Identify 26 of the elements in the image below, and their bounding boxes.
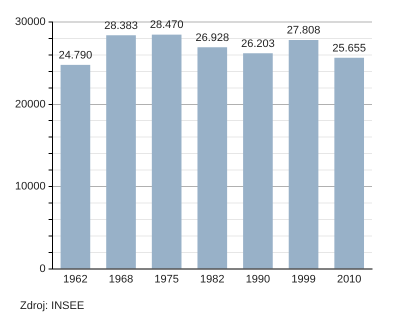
y-tick-label: 20000 xyxy=(14,98,46,110)
bar xyxy=(243,53,273,268)
bar xyxy=(334,58,364,268)
bar xyxy=(152,34,182,268)
bar xyxy=(60,64,90,268)
y-tick-label: 0 xyxy=(39,262,46,275)
x-tick-label: 1968 xyxy=(108,273,134,286)
x-tick-label: 2010 xyxy=(336,273,362,286)
x-tick-label: 1982 xyxy=(200,273,225,286)
data-label: 26.203 xyxy=(241,38,275,50)
y-tick-label: 30000 xyxy=(14,16,46,28)
bar xyxy=(106,35,136,268)
y-tick-label: 10000 xyxy=(14,180,46,193)
text: Zdroj: INSEE xyxy=(20,300,86,312)
data-label: 28.383 xyxy=(104,20,138,32)
x-tick-label: 1990 xyxy=(246,273,270,286)
x-tick-label: 1999 xyxy=(291,273,316,286)
data-label: 26.928 xyxy=(195,32,230,44)
data-label: 27.808 xyxy=(286,24,320,37)
data-label: 28.470 xyxy=(150,19,184,32)
bar xyxy=(197,47,228,268)
bar xyxy=(288,40,318,268)
x-tick-label: 1975 xyxy=(154,273,179,286)
x-tick-label: 1962 xyxy=(63,273,88,286)
data-label: 25.655 xyxy=(332,42,366,54)
data-label: 24.790 xyxy=(58,49,92,62)
